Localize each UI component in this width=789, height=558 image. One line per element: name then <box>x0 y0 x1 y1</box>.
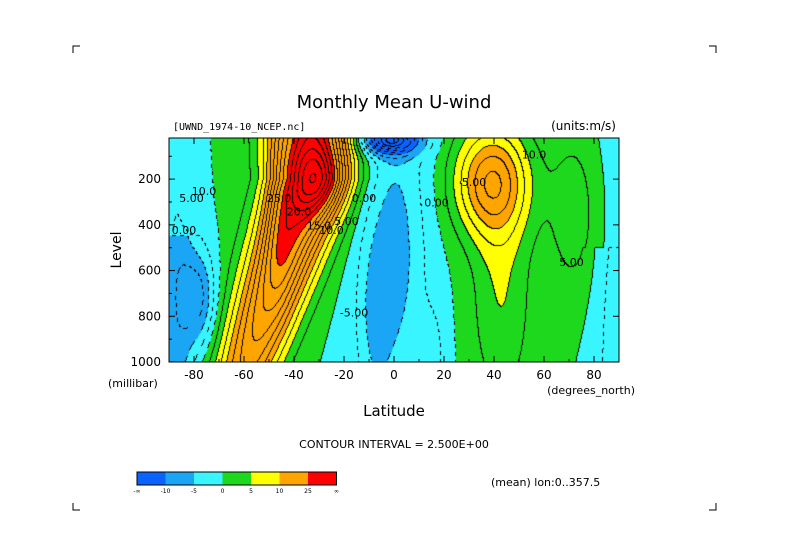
contour-label: -5.00 <box>340 306 368 319</box>
axis-ticks: -80 -60 -40 -20 0 20 40 60 80 200 400 600 800 1000 <box>130 138 620 382</box>
colorbar-label: -10 <box>161 488 171 495</box>
contour-label: 5.00 <box>179 192 204 205</box>
colorbar-swatch <box>279 472 308 485</box>
contour-label: 15.0 <box>307 219 332 232</box>
contour-label: 25.0 <box>267 192 292 205</box>
chart-title: Monthly Mean U-wind <box>297 92 492 113</box>
colorbar-label: 10 <box>276 488 284 495</box>
colorbar-label: -∞ <box>133 488 140 495</box>
x-tick-label: 0 <box>390 368 398 382</box>
colorbar-swatch <box>137 472 166 485</box>
contour-labels: 25.020.015.010.05.000.0010.05.000.00-5.0… <box>172 149 584 320</box>
contour-label: 5.00 <box>334 215 359 228</box>
colorbar-swatch <box>251 472 280 485</box>
contour-label: 10.0 <box>319 224 344 237</box>
contour-label: 10.0 <box>192 185 217 198</box>
contour-label: 5.00 <box>559 256 584 269</box>
x-tick-label: 40 <box>486 368 501 382</box>
colorbar-label: -5 <box>191 488 197 495</box>
plot-area <box>169 138 619 362</box>
colorbar: -∞ -10 -5 0 5 10 25 ∞ <box>133 471 339 495</box>
filled-contour-field <box>169 138 619 362</box>
y-tick-label: 400 <box>138 218 161 232</box>
y-tick-label: 1000 <box>130 355 161 369</box>
x-tick-label: -20 <box>334 368 354 382</box>
crop-marks <box>72 45 717 511</box>
x-axis-label: Latitude <box>363 402 425 420</box>
colorbar-swatch <box>222 472 251 485</box>
colorbar-label: 5 <box>249 488 253 495</box>
x-tick-label: 80 <box>586 368 601 382</box>
contour-label: 0.00 <box>172 224 197 237</box>
x-tick-label: -60 <box>234 368 254 382</box>
colorbar-frame <box>136 471 337 486</box>
plot-frame <box>168 137 620 363</box>
y-axis-units: (millibar) <box>108 377 158 390</box>
colorbar-label: 0 <box>221 488 225 495</box>
colorbar-label: 25 <box>304 488 312 495</box>
footer-note: (mean) lon:0..357.5 <box>491 476 600 489</box>
x-tick-label: 20 <box>436 368 451 382</box>
x-tick-label: 60 <box>536 368 551 382</box>
x-tick-label: -80 <box>184 368 204 382</box>
x-axis-units: (degrees_north) <box>547 384 635 397</box>
contour-label: 0.00 <box>424 197 449 210</box>
units-label: (units:m/s) <box>551 119 616 133</box>
colorbar-swatch <box>194 472 223 485</box>
contour-label: 20.0 <box>287 206 312 219</box>
dataset-label: [UWND_1974-10_NCEP.nc] <box>173 122 305 133</box>
colorbar-swatch <box>308 472 337 485</box>
y-tick-label: 200 <box>138 172 161 186</box>
y-tick-label: 600 <box>138 264 161 278</box>
y-axis-label: Level <box>109 232 125 269</box>
contour-label: 5.00 <box>462 176 487 189</box>
y-tick-label: 800 <box>138 309 161 323</box>
x-tick-label: -40 <box>284 368 304 382</box>
contour-interval-label: CONTOUR INTERVAL = 2.500E+00 <box>299 438 489 451</box>
colorbar-swatch <box>165 472 194 485</box>
colorbar-label: ∞ <box>334 488 339 495</box>
contour-label: 0.00 <box>352 192 377 205</box>
contour-label: 10.0 <box>522 149 547 162</box>
